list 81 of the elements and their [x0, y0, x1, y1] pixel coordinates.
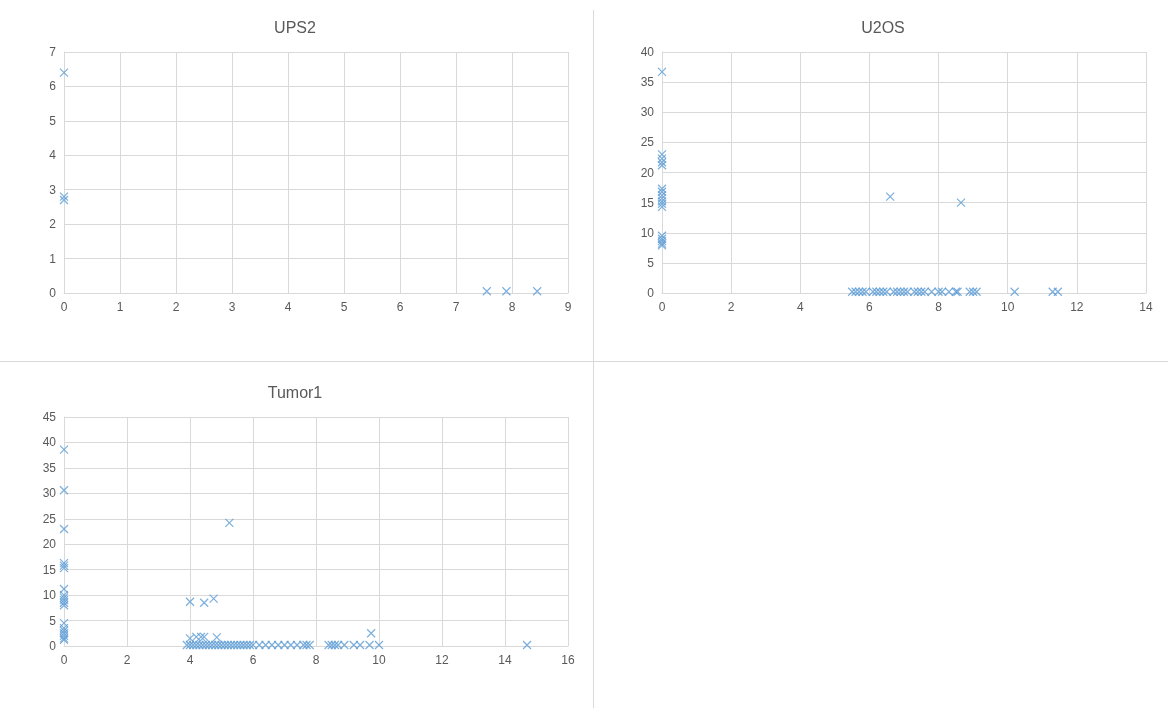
y-tick-label: 1: [49, 251, 57, 266]
point: [882, 287, 892, 297]
point: [899, 287, 909, 297]
point: [920, 287, 930, 297]
y-tick-label: 30: [640, 105, 655, 120]
y-tick-label: 20: [640, 165, 655, 180]
x-tick-label: 14: [1139, 300, 1153, 314]
y-tick-label: 20: [42, 537, 57, 552]
x-tick-label: 2: [123, 653, 131, 667]
x-tick-label: 0: [60, 300, 68, 314]
x-tick-label: 0: [60, 653, 68, 667]
point: [895, 287, 906, 297]
x-tick-label: 3: [228, 300, 236, 314]
point: [956, 198, 966, 208]
x-tick-label: 9: [564, 300, 572, 314]
x-tick-label: 4: [186, 653, 194, 667]
y-tick-label: 5: [49, 613, 57, 628]
x-tick-label: 14: [498, 653, 512, 667]
point: [972, 287, 982, 297]
x-tick-label: 1: [116, 300, 124, 314]
x-tick-label: 10: [1001, 300, 1015, 314]
point: [944, 287, 954, 297]
x-tick-label: 7: [452, 300, 460, 314]
point: [933, 287, 944, 297]
x-tick-label: 12: [1070, 300, 1084, 314]
y-tick-label: 45: [42, 410, 57, 424]
x-tick-label: 4: [796, 300, 804, 314]
x-tick-label: 16: [561, 653, 575, 667]
point: [1053, 287, 1063, 297]
y-tick-label: 5: [647, 255, 655, 270]
y-tick-label: 40: [640, 45, 655, 59]
y-tick-label: 35: [42, 460, 57, 475]
chart-title: Tumor1: [267, 383, 323, 401]
chart-title: U2OS: [861, 18, 905, 36]
chart-title: UPS2: [274, 18, 316, 36]
x-tick-label: 8: [508, 300, 516, 314]
y-tick-label: 15: [42, 562, 57, 577]
y-tick-label: 5: [49, 113, 57, 128]
y-tick-label: 25: [42, 511, 57, 526]
y-tick-label: 0: [647, 286, 655, 300]
y-tick-label: 0: [49, 286, 57, 300]
y-tick-label: 40: [42, 435, 57, 450]
y-tick-label: 4: [49, 148, 57, 163]
x-tick-label: 6: [866, 300, 874, 314]
y-tick-label: 10: [640, 225, 655, 240]
y-tick-label: 15: [640, 195, 655, 210]
y-tick-label: 3: [49, 182, 57, 197]
x-tick-label: 8: [312, 653, 320, 667]
y-tick-label: 7: [49, 45, 57, 59]
y-tick-label: 2: [49, 217, 57, 232]
x-tick-label: 10: [372, 653, 386, 667]
point: [657, 67, 667, 77]
x-tick-label: 5: [340, 300, 348, 314]
point: [1010, 287, 1020, 297]
y-tick-label: 30: [42, 486, 57, 501]
point: [909, 287, 919, 297]
point: [59, 68, 69, 78]
point: [501, 286, 511, 296]
y-tick-label: 25: [640, 135, 655, 150]
point: [861, 287, 871, 297]
x-tick-label: 12: [435, 653, 449, 667]
x-tick-label: 8: [935, 300, 943, 314]
y-tick-label: 10: [42, 588, 57, 603]
x-tick-label: 6: [396, 300, 404, 314]
y-tick-label: 35: [640, 75, 655, 90]
point: [1048, 287, 1058, 297]
x-tick-label: 2: [727, 300, 735, 314]
point: [902, 287, 913, 297]
point: [937, 287, 947, 297]
point: [847, 287, 857, 297]
point: [857, 287, 868, 297]
point: [885, 192, 895, 202]
x-tick-label: 6: [249, 653, 257, 667]
x-tick-label: 4: [284, 300, 292, 314]
y-tick-label: 6: [49, 79, 57, 94]
point: [927, 287, 937, 297]
x-tick-label: 2: [172, 300, 180, 314]
y-tick-label: 0: [49, 639, 57, 653]
point: [532, 286, 542, 296]
x-tick-label: 0: [658, 300, 666, 314]
point: [482, 286, 492, 296]
